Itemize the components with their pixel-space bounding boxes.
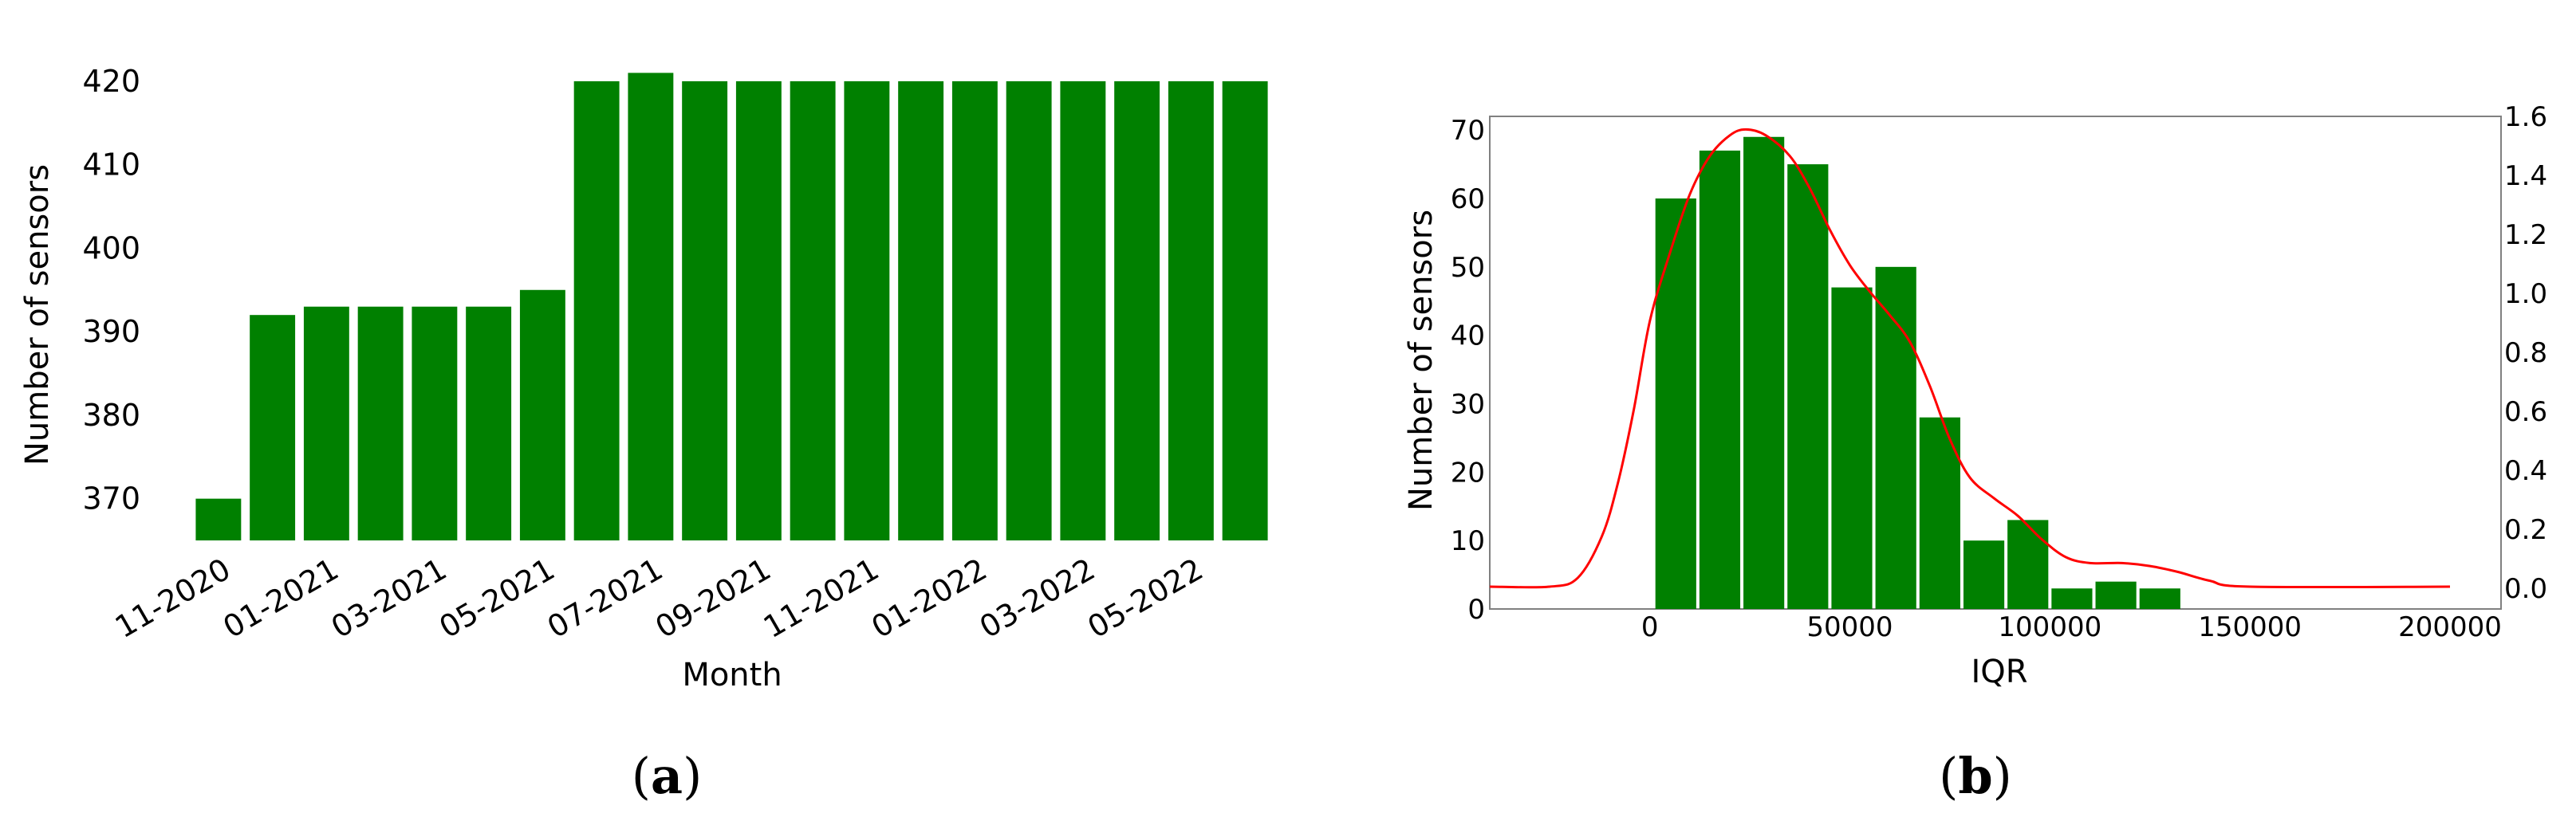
panel-a-x-tick-label: 05-2022 xyxy=(1081,552,1209,645)
panel-b-secondary-y-tick-label: 0.8 xyxy=(2504,337,2547,369)
panel-a-bar-04-2021 xyxy=(466,306,512,540)
panel-a-y-tick-label: 390 xyxy=(82,314,140,349)
panel-b-bin-9 xyxy=(2051,588,2093,609)
panel-b-bin-8 xyxy=(2007,520,2049,609)
panel-a-bar-12-2020 xyxy=(250,315,296,540)
panel-a-x-ticks: 11-202001-202103-202105-202107-202109-20… xyxy=(109,552,1209,645)
panel-a-y-tick-label: 410 xyxy=(82,147,140,183)
panel-b-bin-10 xyxy=(2095,581,2137,609)
panel-b-y-tick-label: 70 xyxy=(1451,115,1485,147)
panel-a-bar-10-2021 xyxy=(790,81,836,540)
panel-a-x-tick-label: 01-2021 xyxy=(217,552,345,645)
panel-a-x-tick-label: 03-2022 xyxy=(974,552,1101,645)
panel-a-x-tick-label: 03-2021 xyxy=(325,552,453,645)
panel-b-secondary-y-tick-label: 0.4 xyxy=(2504,455,2547,487)
panel-b-secondary-y-ticks: 0.0 0.2 0.4 0.6 0.8 1.0 1.2 1.4 1.6 xyxy=(2504,101,2547,605)
panel-a-bar-05-2021 xyxy=(519,289,565,540)
panel-b-caption: (b) xyxy=(1939,747,2012,805)
panel-a-bar-01-2021 xyxy=(303,306,349,540)
panel-a-bar-01-2022 xyxy=(951,81,998,540)
panel-b-bin-2 xyxy=(1743,136,1785,609)
panel-b-secondary-y-tick-label: 0.6 xyxy=(2504,396,2547,428)
panel-a-bar-12-2021 xyxy=(898,81,944,540)
panel-b-bin-1 xyxy=(1699,150,1741,609)
panel-b-y-axis-label: Number of sensors xyxy=(1403,210,1440,511)
panel-a-y-ticks: 370 380 390 400 410 420 xyxy=(82,64,140,517)
panel-a-bar-08-2021 xyxy=(682,81,728,540)
panel-a-y-tick-label: 420 xyxy=(82,64,140,99)
panel-a-bar-06-2022 xyxy=(1222,81,1268,540)
panel-b-bin-0 xyxy=(1655,198,1696,609)
panel-a-x-tick-label: 07-2021 xyxy=(542,552,669,645)
panel-b-bin-7 xyxy=(1963,540,2005,609)
panel-a-x-tick-label: 01-2022 xyxy=(865,552,993,645)
panel-b-secondary-y-tick-label: 0.2 xyxy=(2504,514,2547,546)
panel-b-bin-3 xyxy=(1787,164,1829,610)
panel-b-kde-line xyxy=(1489,128,2451,589)
panel-a-x-tick-label: 05-2021 xyxy=(433,552,561,645)
panel-b-secondary-y-tick-label: 1.6 xyxy=(2504,101,2547,133)
panel-a-bar-03-2022 xyxy=(1060,81,1106,540)
panel-b-secondary-y-tick-label: 1.0 xyxy=(2504,278,2547,310)
panel-b-bin-4 xyxy=(1831,287,1873,609)
panel-b-x-ticks: 0 50000 100000 150000 200000 xyxy=(1641,611,2502,643)
panel-a-caption: (a) xyxy=(632,747,703,805)
panel-b-x-tick-label: 100000 xyxy=(1998,611,2101,643)
panel-a-x-axis-label: Month xyxy=(682,657,782,693)
panel-a-y-tick-label: 370 xyxy=(82,481,140,517)
panel-a-bar-02-2022 xyxy=(1006,81,1052,540)
panel-b-x-tick-label: 150000 xyxy=(2198,611,2302,643)
panel-b-x-tick-label: 0 xyxy=(1641,611,1659,643)
panel-b-bin-11 xyxy=(2139,588,2180,609)
panel-a-y-tick-label: 400 xyxy=(82,230,140,265)
panel-b-secondary-y-tick-label: 1.2 xyxy=(2504,219,2547,251)
panel-b-y-tick-label: 30 xyxy=(1451,389,1485,421)
panel-b-y-tick-label: 20 xyxy=(1451,457,1485,489)
panel-a-x-tick-label: 11-2021 xyxy=(758,552,885,645)
panel-a-bar-11-2020 xyxy=(195,498,242,540)
panel-a-y-tick-label: 380 xyxy=(82,398,140,433)
panel-b-x-axis-label: IQR xyxy=(1971,654,2027,690)
panel-b-y-ticks: 0 10 20 30 40 50 60 70 xyxy=(1451,115,1485,626)
panel-b-x-tick-label: 50000 xyxy=(1806,611,1893,643)
panel-b-y-tick-label: 10 xyxy=(1451,525,1485,557)
panel-a-monthly-sensors-chart: 370 380 390 400 410 420 11-202001-202103-2021… xyxy=(19,64,1268,805)
panel-b-bin-5 xyxy=(1875,266,1916,609)
panel-b-y-tick-label: 40 xyxy=(1451,320,1485,352)
panel-b-histogram-bars xyxy=(1655,136,2180,610)
panel-a-bar-09-2021 xyxy=(735,81,782,540)
panel-a-bars xyxy=(195,73,1268,541)
panel-b-secondary-y-tick-label: 1.4 xyxy=(2504,160,2547,192)
panel-a-bar-07-2021 xyxy=(628,73,674,541)
panel-a-x-tick-label: 11-2020 xyxy=(109,552,237,645)
panel-a-bar-05-2022 xyxy=(1168,81,1214,540)
panel-a-bar-04-2022 xyxy=(1114,81,1160,540)
panel-b-y-tick-label: 0 xyxy=(1467,594,1485,626)
panel-a-bar-11-2021 xyxy=(844,81,890,540)
panel-b-y-tick-label: 50 xyxy=(1451,252,1485,284)
panel-a-y-axis-label: Number of sensors xyxy=(19,164,56,465)
panel-b-x-tick-label: 200000 xyxy=(2398,611,2502,643)
panel-b-iqr-histogram: 0 10 20 30 40 50 60 70 0.0 0.2 0.4 0.6 0.8 1.0 1.2 1.4… xyxy=(1403,101,2547,805)
panel-a-bar-03-2021 xyxy=(412,306,458,540)
panel-a-bar-02-2021 xyxy=(357,306,404,540)
panel-a-x-tick-label: 09-2021 xyxy=(649,552,777,645)
panel-b-y-tick-label: 60 xyxy=(1451,183,1485,215)
panel-b-secondary-y-tick-label: 0.0 xyxy=(2504,573,2547,605)
panel-a-bar-06-2021 xyxy=(573,81,620,540)
